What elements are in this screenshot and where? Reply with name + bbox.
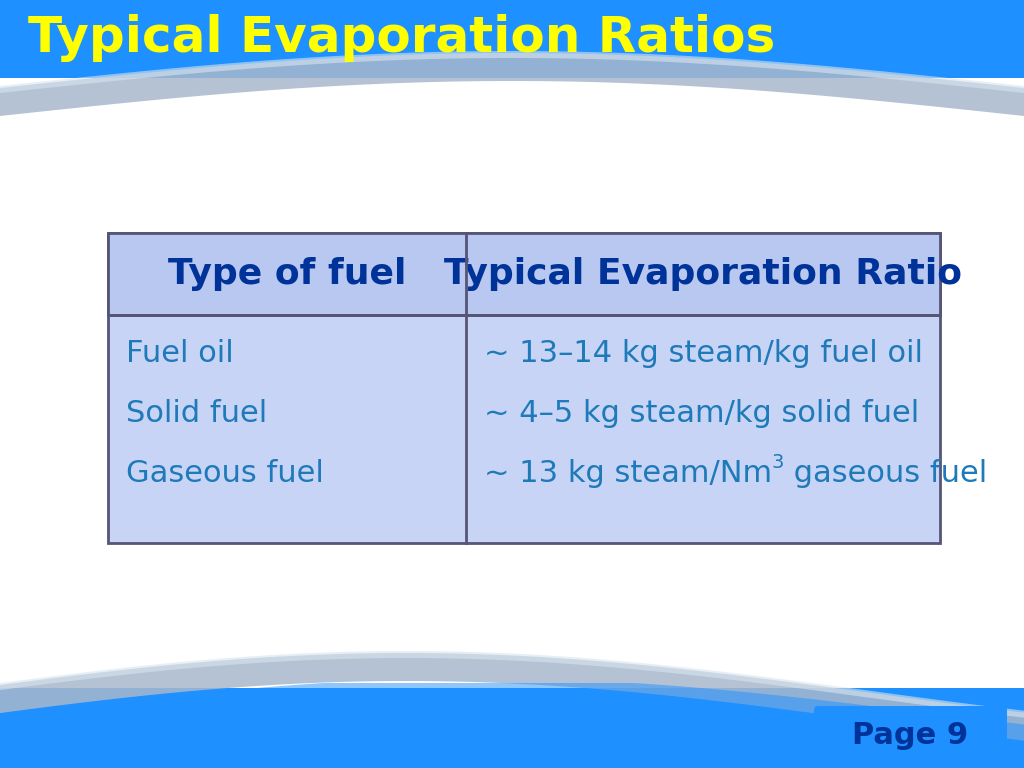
Text: ~ 13 kg steam/Nm: ~ 13 kg steam/Nm <box>483 458 772 488</box>
Text: Page 9: Page 9 <box>852 720 968 750</box>
Bar <box>0 688 1024 768</box>
Text: Typical Evaporation Ratios: Typical Evaporation Ratios <box>28 14 775 62</box>
Bar <box>0 0 1024 78</box>
Bar <box>108 233 940 315</box>
Polygon shape <box>0 51 1024 93</box>
Bar <box>108 233 940 543</box>
Text: ~ 4–5 kg steam/kg solid fuel: ~ 4–5 kg steam/kg solid fuel <box>483 399 919 428</box>
Polygon shape <box>0 53 1024 116</box>
Text: Fuel oil: Fuel oil <box>126 339 233 368</box>
Polygon shape <box>0 651 1024 717</box>
Text: Solid fuel: Solid fuel <box>126 399 267 428</box>
Text: Typical Evaporation Ratio: Typical Evaporation Ratio <box>443 257 962 291</box>
Text: 3: 3 <box>772 464 784 482</box>
Text: Type of fuel: Type of fuel <box>168 257 407 291</box>
Polygon shape <box>0 653 1024 740</box>
Text: ~ 13–14 kg steam/kg fuel oil: ~ 13–14 kg steam/kg fuel oil <box>483 339 923 368</box>
FancyBboxPatch shape <box>814 706 1007 764</box>
Polygon shape <box>0 683 1024 768</box>
Text: gaseous fuel: gaseous fuel <box>784 458 987 488</box>
Text: 3: 3 <box>772 452 784 472</box>
Text: Gaseous fuel: Gaseous fuel <box>126 458 324 488</box>
